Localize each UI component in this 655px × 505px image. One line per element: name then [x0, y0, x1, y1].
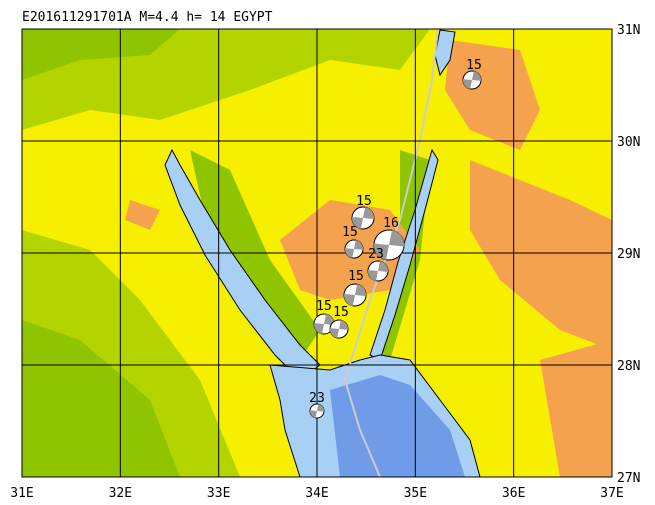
terrain — [22, 320, 180, 477]
beachball-quadrant — [351, 207, 375, 229]
beachball-quadrant — [309, 404, 325, 418]
beachball-quadrant — [313, 314, 335, 334]
y-axis-label: 31N — [617, 23, 640, 38]
terrain — [190, 150, 320, 360]
event-label: 15 — [466, 58, 482, 73]
terrain — [22, 29, 180, 80]
event-label: 15 — [348, 269, 364, 284]
event-label: 15 — [333, 305, 349, 320]
terrain — [470, 160, 612, 350]
x-axis-label: 32E — [109, 486, 132, 501]
x-axis-label: 34E — [305, 486, 328, 501]
x-axis-label: 36E — [502, 486, 525, 501]
x-axis-label: 35E — [404, 486, 427, 501]
y-axis-label: 27N — [617, 471, 640, 486]
beachball-quadrant — [329, 320, 349, 338]
event-label: 15 — [316, 299, 332, 314]
beachball-quadrant — [344, 240, 364, 258]
beachball-quadrant — [367, 261, 389, 281]
event-label: 16 — [383, 216, 399, 231]
map-frame — [21, 28, 613, 478]
event-label: 23 — [368, 247, 384, 262]
x-axis-label: 31E — [10, 486, 33, 501]
event-label: 23 — [309, 391, 325, 406]
plate-boundary — [343, 29, 439, 477]
beachball-quadrant — [373, 230, 405, 260]
event-label: 15 — [342, 225, 358, 240]
y-axis-label: 29N — [617, 247, 640, 262]
event-label: 15 — [356, 194, 372, 209]
terrain — [125, 200, 160, 230]
y-axis-label: 30N — [617, 135, 640, 150]
terrain — [445, 40, 540, 150]
y-axis-label: 28N — [617, 359, 640, 374]
beachball-quadrant — [462, 71, 482, 89]
deep-water — [330, 375, 465, 477]
terrain — [540, 340, 612, 477]
x-axis-label: 33E — [207, 486, 230, 501]
title: E201611291701A M=4.4 h= 14 EGYPT — [22, 10, 273, 25]
x-axis-label: 37E — [600, 486, 623, 501]
beachball-quadrant — [343, 284, 367, 306]
